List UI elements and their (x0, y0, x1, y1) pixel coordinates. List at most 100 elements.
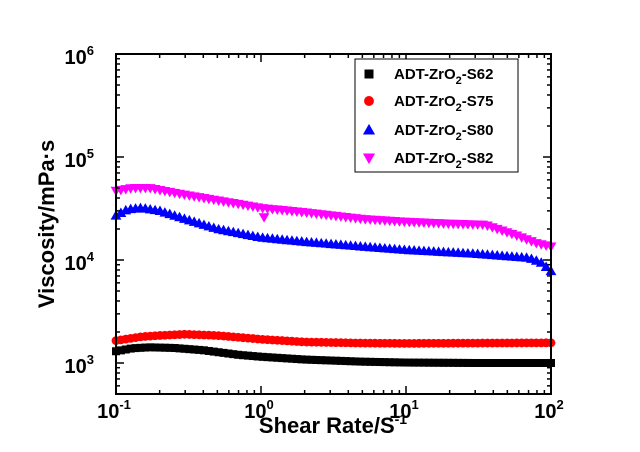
data-point (190, 345, 199, 354)
data-point (302, 355, 311, 364)
data-point-outlier (258, 213, 270, 223)
y-tick-label: 106 (65, 43, 94, 69)
x-tick-label: 101 (389, 397, 418, 423)
x-tick-label: 100 (244, 397, 273, 423)
data-point (390, 358, 399, 367)
data-point (180, 344, 189, 353)
y-tick-label: 105 (65, 146, 94, 172)
data-point (248, 352, 257, 361)
series-ADT-ZrO2-S82 (110, 183, 557, 252)
data-point (356, 357, 365, 366)
data-point (219, 348, 228, 357)
data-point (361, 357, 370, 366)
data-point (322, 356, 331, 365)
data-point (512, 358, 521, 367)
data-point (195, 345, 204, 354)
axes: 10-1 100 101 102 103 104 105 106 (65, 43, 564, 423)
data-point (459, 358, 468, 367)
data-point (151, 343, 160, 352)
data-point (366, 357, 375, 366)
data-point (468, 358, 477, 367)
data-point (463, 358, 472, 367)
data-point (317, 356, 326, 365)
data-point (146, 343, 155, 352)
legend-marker (364, 96, 374, 106)
data-point (136, 343, 145, 352)
data-point (532, 358, 541, 367)
series-ADT-ZrO2-S62 (112, 343, 555, 367)
legend-label: ADT-ZrO2-S80 (394, 122, 493, 143)
data-point (204, 346, 213, 355)
data-point (439, 358, 448, 367)
axis-titles: Shear Rate/S-1 Viscosity/mPa·s (34, 140, 407, 438)
data-point (400, 358, 409, 367)
legend-box (354, 58, 519, 173)
data-point (239, 351, 248, 360)
data-point (312, 355, 321, 364)
data-point (454, 358, 463, 367)
data-point (405, 358, 414, 367)
plot-frame (115, 53, 552, 395)
y-tick-label: 104 (65, 249, 95, 275)
data-point (483, 358, 492, 367)
data-point (498, 358, 507, 367)
data-point (351, 357, 360, 366)
data-markers (110, 183, 557, 367)
data-point (121, 345, 130, 354)
data-point (410, 358, 419, 367)
data-point (115, 207, 127, 217)
data-point (503, 358, 512, 367)
data-point (540, 261, 552, 271)
data-point (535, 257, 547, 267)
data-point (537, 358, 546, 367)
data-point (292, 355, 301, 364)
series-ADT-ZrO2-S80 (110, 202, 557, 276)
data-point (141, 343, 150, 352)
legend-label: ADT-ZrO2-S75 (394, 93, 493, 114)
data-point (444, 358, 453, 367)
y-tick-label: 103 (65, 352, 94, 378)
data-point (297, 355, 306, 364)
data-point (165, 343, 174, 352)
legend: ADT-ZrO2-S62 ADT-ZrO2-S75 ADT-ZrO2-S80 ADT-… (354, 58, 519, 173)
data-point (493, 358, 502, 367)
data-point (488, 358, 497, 367)
data-point (419, 358, 428, 367)
x-axis-title: Shear Rate/S-1 (259, 411, 407, 438)
legend-marker (362, 153, 376, 165)
data-point (331, 356, 340, 365)
data-point (424, 358, 433, 367)
legend-label: ADT-ZrO2-S62 (394, 66, 493, 87)
data-point (155, 343, 164, 352)
data-point (287, 354, 296, 363)
series-ADT-ZrO2-S75 (111, 329, 556, 348)
data-point (175, 344, 184, 353)
x-tick-label: 10-1 (97, 397, 131, 423)
legend-marker (362, 123, 376, 135)
data-point (224, 349, 233, 358)
data-point (126, 344, 135, 353)
data-point (371, 357, 380, 366)
data-point (229, 350, 238, 359)
y-axis-title: Viscosity/mPa·s (34, 140, 59, 308)
data-point (253, 352, 262, 361)
data-point (415, 358, 424, 367)
data-point (185, 345, 194, 354)
data-point (380, 358, 389, 367)
data-point (341, 357, 350, 366)
data-point (170, 344, 179, 353)
data-point (527, 358, 536, 367)
data-point (116, 346, 125, 355)
data-point (449, 358, 458, 367)
data-point (214, 348, 223, 357)
legend-marker (364, 69, 374, 79)
data-point (517, 358, 526, 367)
data-point (199, 346, 208, 355)
data-point (243, 351, 252, 360)
data-point (522, 358, 531, 367)
data-point (268, 353, 277, 362)
legend-label: ADT-ZrO2-S82 (394, 150, 493, 171)
data-point (346, 357, 355, 366)
data-point (336, 356, 345, 365)
